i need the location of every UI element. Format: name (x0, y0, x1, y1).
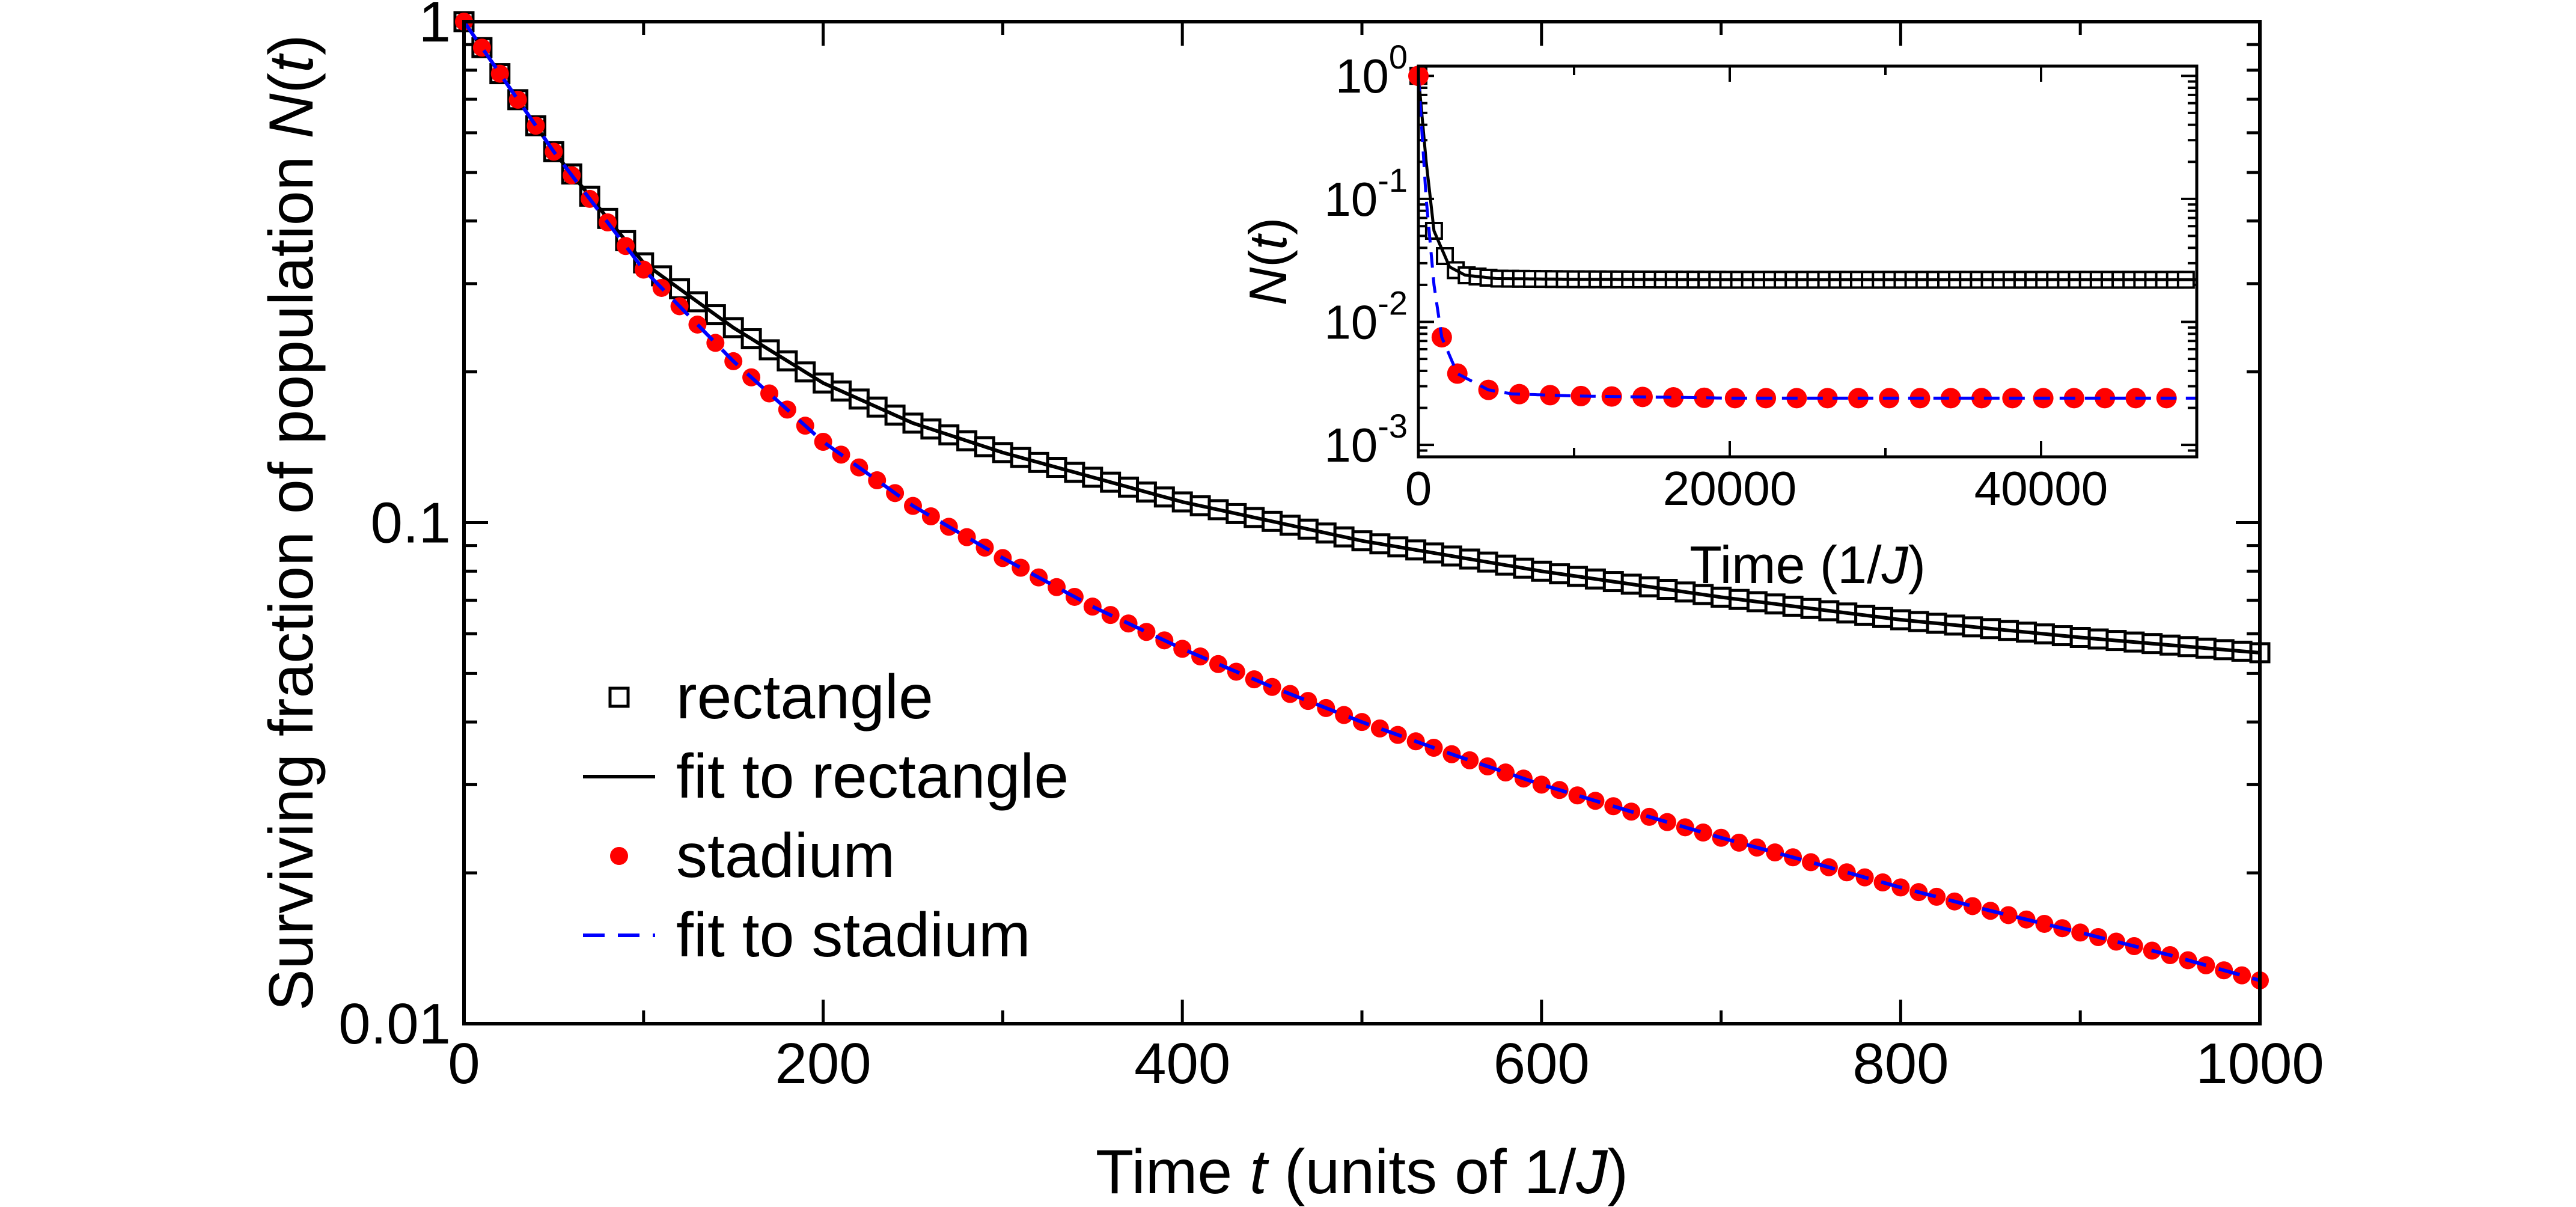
legend-label: rectangle (676, 662, 933, 732)
main-series-stadium-marker (1568, 786, 1587, 805)
main-series-stadium-marker (1694, 824, 1712, 842)
main-series-fit-to-stadium-line (462, 20, 2260, 982)
main-y-tick-label: 1 (419, 0, 451, 54)
legend-entry-stadium: stadium (610, 821, 895, 891)
main-series-stadium-marker (1999, 906, 2018, 924)
main-x-tick-label: 400 (1134, 1031, 1230, 1096)
legend-marker-circle (610, 847, 628, 865)
main-series-stadium-marker (2233, 966, 2251, 985)
main-plot-frame (462, 20, 2262, 1025)
main-series-stadium-marker (1766, 843, 1784, 862)
main-series-stadium-marker (1730, 833, 1748, 852)
legend-entry-fit-to-rectangle: fit to rectangle (583, 742, 1069, 811)
main-series-stadium-marker (2071, 923, 2090, 942)
legend: rectangle fit to rectangle stadium fit to s… (583, 662, 1069, 970)
main-series-fit-to-stadium (462, 20, 2260, 982)
inset-x-tick-label: 40000 (1974, 462, 2108, 515)
legend-entry-rectangle: rectangle (608, 662, 933, 732)
inset-y-tick-label: 10-1 (1324, 161, 1408, 226)
inset-y-tick-label: 100 (1335, 38, 1408, 103)
main-series-stadium-marker (1048, 578, 1066, 596)
main-series-stadium-marker (1173, 640, 1192, 658)
main-series-stadium-marker (2035, 914, 2054, 933)
main-series-rectangle-marker (866, 396, 888, 418)
legend-label: fit to stadium (676, 900, 1031, 970)
legend-entry-fit-to-stadium: fit to stadium (583, 900, 1031, 970)
main-series-stadium-marker (957, 528, 976, 546)
main-series-stadium-marker (921, 507, 940, 525)
main-series-stadium-marker (1497, 763, 1515, 782)
inset-series-stadium-marker (2095, 388, 2116, 409)
main-series-stadium-marker (1083, 597, 1102, 616)
main-series-rectangle-marker (758, 339, 780, 361)
main-x-axis-label: Time t (units of 1/J) (1096, 1137, 1628, 1207)
main-series-stadium-marker (1335, 706, 1354, 724)
main-series-stadium-marker (1963, 897, 1982, 915)
inset-y-axis-label: N(t) (1238, 218, 1298, 306)
main-series-stadium-marker (1299, 692, 1317, 710)
main-series-stadium-marker (1370, 719, 1389, 738)
inset-plot: 0 20000 40000 100 10-1 10-2 10-3 Time (1/J) N(t) (1238, 38, 2199, 594)
main-x-tick-label: 800 (1852, 1031, 1949, 1096)
legend-marker-square (608, 686, 630, 708)
main-series-stadium-marker (1837, 863, 1856, 882)
inset-series-fit-to-stadium (1417, 76, 2197, 400)
inset-y-tick-label: 10-3 (1324, 407, 1408, 472)
inset-y-tick-label: 10-2 (1324, 284, 1408, 349)
main-x-tick-label: 0 (448, 1031, 480, 1096)
main-y-axis-label: Surviving fraction of population N(t) (257, 34, 326, 1010)
main-series-stadium-marker (490, 64, 509, 83)
legend-label: fit to rectangle (676, 742, 1069, 811)
inset-series-stadium-marker (1663, 387, 1684, 408)
main-series-rectangle (453, 11, 2271, 664)
main-series-stadium-marker (1802, 853, 1820, 872)
main-series-stadium-marker (1012, 558, 1030, 577)
main-x-tick-label: 200 (775, 1031, 871, 1096)
main-series-stadium-marker (1263, 677, 1281, 696)
inset-series-fit-to-stadium-line (1417, 76, 2197, 400)
main-series-fit-to-rectangle-line (462, 20, 2260, 655)
main-y-tick-label: 0.1 (371, 490, 451, 555)
main-series-stadium-marker (1209, 655, 1227, 673)
legend-label: stadium (676, 821, 895, 891)
main-series-fit-to-rectangle (462, 20, 2260, 655)
inset-series-stadium-marker (1971, 388, 1992, 409)
inset-series-stadium-marker (1540, 385, 1561, 406)
inset-series-stadium-marker (1817, 388, 1838, 409)
inset-series-stadium-marker (1694, 387, 1715, 408)
main-series-stadium-marker (1532, 775, 1551, 794)
main-series-stadium-marker (1137, 623, 1156, 641)
inset-x-tick-label: 20000 (1663, 462, 1796, 515)
main-series-stadium-marker (2107, 932, 2125, 951)
main-y-tick-label: 0.01 (338, 992, 451, 1056)
inset-series-stadium-marker (1940, 388, 1961, 409)
inset-series-fit-to-rectangle-line (1417, 75, 2197, 281)
inset-series-fit-to-rectangle (1417, 75, 2197, 281)
inset-plot-frame (1417, 64, 2199, 459)
main-series-stadium-marker (1658, 813, 1676, 831)
main-series-stadium-marker (1460, 751, 1479, 769)
main-x-tick-label: 600 (1494, 1031, 1590, 1096)
inset-x-tick-label: 0 (1405, 462, 1432, 515)
main-series-stadium-marker (1927, 887, 1946, 906)
inset-x-axis-label: Time (1/J) (1689, 535, 1926, 594)
main-x-tick-label: 1000 (2196, 1031, 2324, 1096)
inset-series-stadium-marker (1447, 363, 1468, 384)
